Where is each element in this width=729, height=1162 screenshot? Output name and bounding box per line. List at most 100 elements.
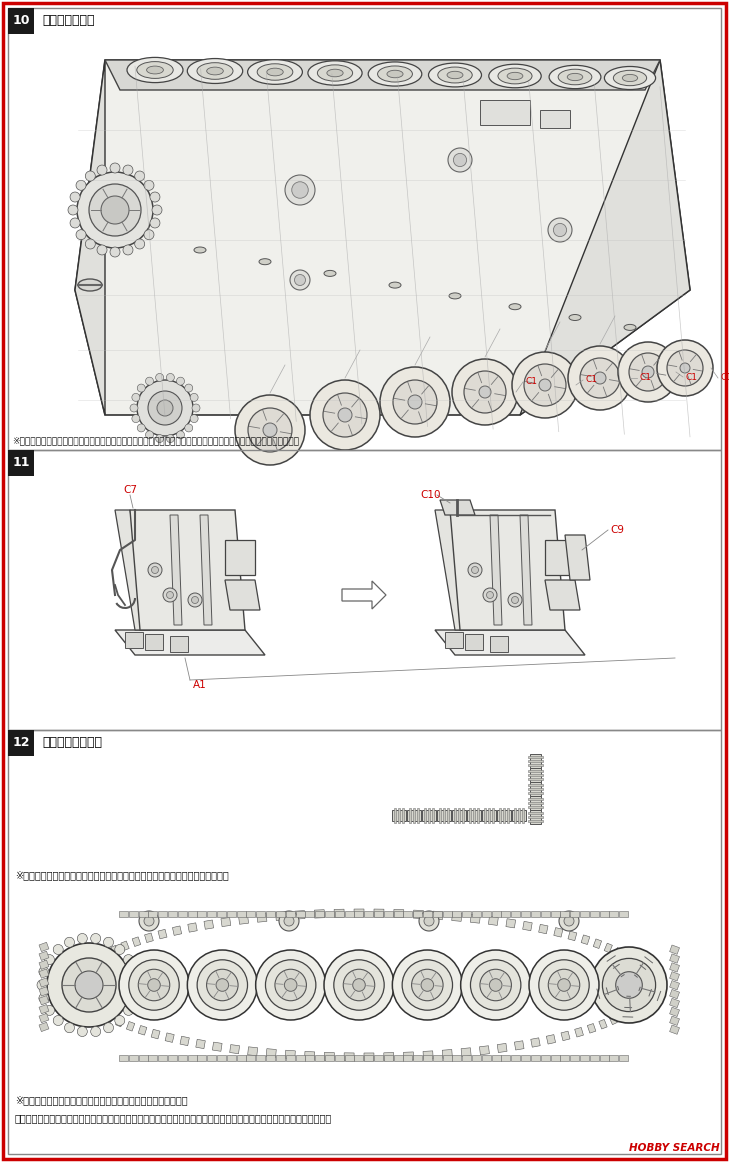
Circle shape: [529, 951, 599, 1020]
Circle shape: [64, 938, 74, 947]
Bar: [541, 1055, 550, 1061]
Bar: [315, 911, 324, 917]
Circle shape: [132, 415, 140, 423]
Circle shape: [448, 148, 472, 172]
Ellipse shape: [558, 70, 592, 85]
Ellipse shape: [429, 63, 481, 87]
Bar: [482, 911, 491, 917]
Text: C1: C1: [721, 373, 729, 382]
Polygon shape: [599, 1019, 607, 1030]
Circle shape: [461, 951, 531, 1020]
Bar: [39, 977, 49, 988]
Polygon shape: [75, 982, 83, 985]
Polygon shape: [102, 949, 110, 960]
Bar: [168, 1055, 177, 1061]
Bar: [125, 632, 143, 648]
Circle shape: [256, 951, 326, 1020]
Circle shape: [70, 192, 80, 202]
Polygon shape: [497, 1043, 507, 1053]
Circle shape: [110, 248, 120, 257]
Bar: [119, 911, 128, 917]
Bar: [364, 1055, 373, 1061]
Polygon shape: [170, 515, 182, 625]
Polygon shape: [173, 926, 182, 935]
Bar: [531, 768, 542, 782]
Bar: [448, 808, 450, 823]
Bar: [529, 806, 544, 808]
Polygon shape: [87, 960, 95, 968]
Polygon shape: [423, 1050, 433, 1060]
Bar: [445, 632, 463, 648]
Bar: [178, 1055, 187, 1061]
Bar: [325, 911, 334, 917]
Bar: [521, 1055, 530, 1061]
Polygon shape: [574, 1027, 583, 1037]
Bar: [276, 1055, 285, 1061]
Circle shape: [334, 960, 384, 1010]
Polygon shape: [188, 923, 198, 932]
Polygon shape: [132, 937, 141, 947]
Circle shape: [135, 171, 144, 181]
Bar: [39, 960, 49, 969]
Polygon shape: [79, 970, 87, 977]
Polygon shape: [364, 1053, 374, 1061]
Circle shape: [480, 969, 512, 1000]
Bar: [488, 808, 491, 823]
Polygon shape: [180, 1037, 190, 1046]
Circle shape: [564, 916, 574, 926]
Bar: [515, 808, 517, 823]
Circle shape: [486, 591, 494, 598]
Bar: [570, 1055, 579, 1061]
Ellipse shape: [197, 63, 233, 79]
Circle shape: [44, 955, 55, 964]
Circle shape: [184, 385, 192, 392]
Circle shape: [524, 364, 566, 406]
Bar: [402, 808, 405, 823]
Polygon shape: [374, 909, 384, 917]
Bar: [8, 8, 721, 450]
Bar: [145, 634, 163, 650]
Circle shape: [44, 1005, 55, 1016]
Circle shape: [295, 274, 305, 286]
Circle shape: [279, 911, 299, 931]
Polygon shape: [452, 912, 462, 921]
Bar: [491, 1055, 501, 1061]
Bar: [286, 911, 295, 917]
Circle shape: [548, 969, 580, 1000]
Bar: [187, 1055, 197, 1061]
Circle shape: [114, 945, 125, 954]
Bar: [670, 998, 679, 1007]
Circle shape: [62, 957, 116, 1012]
Bar: [237, 1055, 246, 1061]
Polygon shape: [639, 968, 648, 975]
Circle shape: [130, 404, 138, 413]
Ellipse shape: [604, 66, 655, 89]
Polygon shape: [115, 510, 150, 630]
Circle shape: [139, 969, 170, 1000]
Text: C1: C1: [526, 378, 538, 387]
Circle shape: [76, 230, 86, 239]
Bar: [493, 808, 494, 823]
Circle shape: [131, 980, 141, 990]
Bar: [149, 1055, 157, 1061]
Circle shape: [642, 366, 654, 378]
Bar: [217, 911, 226, 917]
Bar: [345, 911, 354, 917]
Bar: [540, 110, 570, 128]
Circle shape: [148, 978, 160, 991]
Bar: [531, 754, 542, 768]
Bar: [383, 1055, 393, 1061]
Circle shape: [512, 352, 578, 418]
Circle shape: [206, 969, 238, 1000]
Bar: [423, 911, 432, 917]
Bar: [482, 1055, 491, 1061]
Bar: [129, 1055, 138, 1061]
Bar: [454, 808, 456, 823]
Bar: [599, 1055, 609, 1061]
Circle shape: [392, 951, 462, 1020]
Bar: [8, 730, 34, 756]
Bar: [590, 1055, 599, 1061]
Bar: [305, 911, 314, 917]
Circle shape: [139, 911, 159, 931]
Bar: [670, 1016, 679, 1025]
